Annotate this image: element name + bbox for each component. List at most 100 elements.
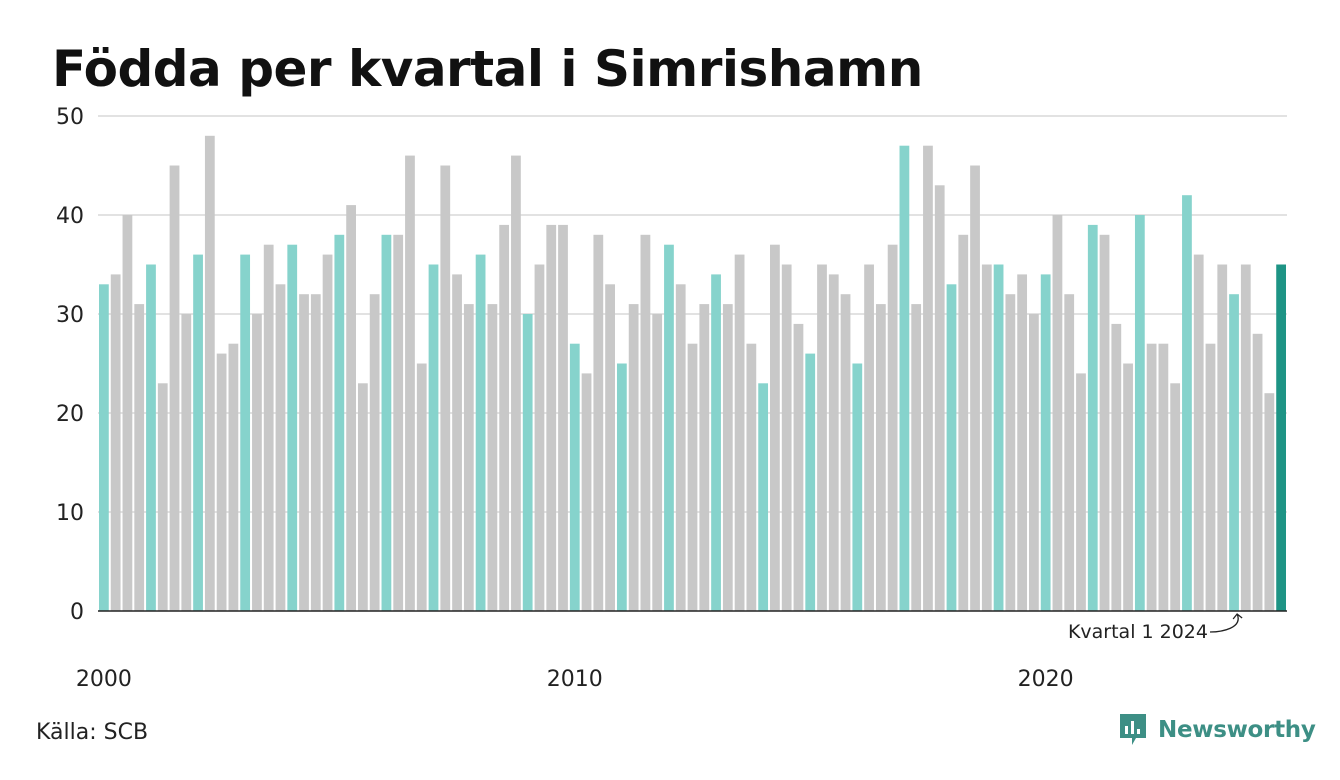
bar [1134,215,1145,611]
bar [911,304,922,611]
bar [252,314,262,611]
bar [240,254,251,611]
bar [805,353,816,611]
bar [934,185,945,612]
x-tick-label: 2010 [547,667,603,692]
bar [616,363,627,611]
bar [946,284,957,611]
brand-name: Newsworthy [1158,717,1316,743]
bar [1158,343,1169,611]
bar [699,304,710,611]
bar [781,264,792,611]
bar [216,353,227,611]
bar [334,234,345,612]
y-tick-label: 0 [70,600,84,625]
bar [146,264,156,611]
bar [605,284,615,611]
bar [770,244,780,611]
x-tick-label: 2000 [76,667,132,692]
bar [675,284,686,611]
bar [1170,383,1181,611]
bar [1182,195,1192,611]
bar [793,323,804,611]
y-tick-label: 30 [56,303,84,328]
bar [734,254,745,611]
bar [475,254,486,611]
bar [275,284,286,611]
bar [970,165,980,611]
bar [322,254,333,611]
bar [1064,294,1075,611]
bar [664,244,674,611]
bar [1052,215,1063,611]
bar [722,304,733,611]
bar [122,215,133,611]
bar [1099,234,1110,612]
bar [875,304,886,611]
bar [1005,294,1016,611]
bar [228,343,239,611]
bar [487,304,498,611]
bar [1076,373,1086,611]
source-note: Källa: SCB [36,720,149,745]
bar [440,165,451,611]
bar [499,224,510,611]
bar [1229,294,1239,611]
bar [463,304,474,611]
bar [263,244,274,611]
bar [993,264,1004,611]
bar [204,135,215,612]
bar [299,294,309,611]
bar [534,264,545,611]
y-tick-label: 10 [56,501,84,526]
bar [169,165,180,611]
bar [758,383,769,611]
bar [958,234,969,612]
bar [746,343,757,611]
y-tick-label: 50 [56,105,84,130]
bar [593,234,604,612]
bar [511,155,521,611]
bar-chart: 0 10 20 30 40 50 2000 2010 2020 Kvartal 1 2024 [56,105,1287,692]
bars [99,135,1286,612]
bar [1276,264,1286,611]
bar [628,304,639,611]
bar [711,274,721,611]
bar [346,205,356,611]
y-tick-label: 40 [56,204,84,229]
bar [99,284,109,611]
bar [1193,254,1204,611]
bar [393,234,404,612]
chart-title: Födda per kvartal i Simrishamn [52,40,923,98]
bar [546,224,557,611]
bar [428,264,439,611]
bar [1123,363,1133,611]
annotation-arrow [1209,613,1243,633]
x-axis-ticks: 2000 2010 2020 [76,667,1074,692]
bar [640,234,651,612]
bar [357,383,368,611]
bar [981,264,992,611]
bar [887,244,898,611]
bar [110,274,121,611]
bar [193,254,203,611]
bar [134,304,145,611]
bar [522,314,533,611]
bar [1240,264,1251,611]
bar [687,343,698,611]
bar [864,264,874,611]
bar [1087,224,1098,611]
x-tick-label: 2020 [1018,667,1074,692]
bar [581,373,592,611]
bar [369,294,380,611]
bar [652,314,663,611]
bar [817,264,827,611]
bar [1111,323,1122,611]
bar [1252,333,1263,611]
y-axis-ticks: 0 10 20 30 40 50 [56,105,84,625]
bar [1205,343,1216,611]
brand-logo[interactable]: Newsworthy [1118,712,1316,748]
bar [381,234,392,612]
bar [1217,264,1228,611]
bar [157,383,168,611]
